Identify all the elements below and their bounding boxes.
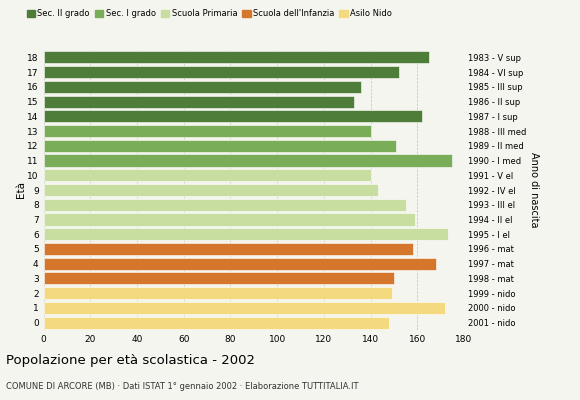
Bar (44, 110, 422, 122)
Bar (44, 199, 405, 211)
Bar (44, 228, 448, 240)
Bar (44, 96, 354, 108)
Bar (44, 258, 436, 270)
Legend: Sec. II grado, Sec. I grado, Scuola Primaria, Scuola dell'Infanzia, Asilo Nido: Sec. II grado, Sec. I grado, Scuola Prim… (27, 9, 392, 18)
Bar (44, 184, 378, 196)
Bar (44, 287, 392, 299)
Text: COMUNE DI ARCORE (MB) · Dati ISTAT 1° gennaio 2002 · Elaborazione TUTTITALIA.IT: COMUNE DI ARCORE (MB) · Dati ISTAT 1° ge… (6, 382, 358, 391)
Bar (44, 243, 412, 255)
Bar (44, 154, 452, 166)
Y-axis label: Anno di nascita: Anno di nascita (530, 152, 539, 228)
Bar (44, 302, 445, 314)
Text: Popolazione per età scolastica - 2002: Popolazione per età scolastica - 2002 (6, 354, 255, 367)
Bar (44, 66, 398, 78)
Bar (44, 214, 415, 226)
Bar (44, 169, 371, 181)
Bar (44, 140, 396, 152)
Bar (44, 125, 371, 137)
Bar (44, 81, 361, 93)
Bar (44, 272, 394, 284)
Bar (44, 316, 389, 329)
Bar (44, 51, 429, 64)
Y-axis label: Età: Età (16, 182, 26, 198)
